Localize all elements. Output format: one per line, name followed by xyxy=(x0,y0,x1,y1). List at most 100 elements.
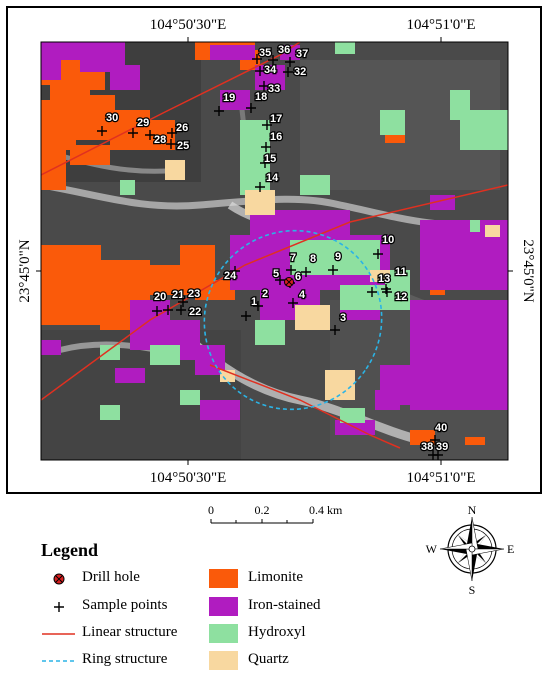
sample-point-marker xyxy=(285,57,295,67)
legend-label-limonite: Limonite xyxy=(248,569,303,585)
drill-hole-marker xyxy=(284,277,294,287)
scale-tick-0: 0 xyxy=(208,503,214,517)
sample-point-marker xyxy=(301,267,311,277)
sample-point-marker xyxy=(176,305,186,315)
sample-point-label: 39 xyxy=(436,441,448,453)
compass-e: E xyxy=(507,542,514,556)
sample-point-label: 11 xyxy=(395,266,407,278)
sample-point-label: 22 xyxy=(189,306,201,318)
coord-bottom-left: 104°50'30"E xyxy=(150,470,227,486)
sample-point-marker xyxy=(268,55,278,65)
sample-point-label: 37 xyxy=(296,48,308,60)
sample-point-marker xyxy=(286,265,296,275)
scale-tick-1: 0.2 xyxy=(255,503,270,517)
sample-point-marker xyxy=(145,130,155,140)
sample-point-marker xyxy=(433,450,443,460)
sample-point-label: 15 xyxy=(264,153,276,165)
sample-point-label: 28 xyxy=(154,134,166,146)
sample-point-marker xyxy=(97,126,107,136)
legend-quartz-swatch xyxy=(209,651,238,670)
sample-point-label: 19 xyxy=(223,92,235,104)
scale-bar: 0 0.2 0.4 km xyxy=(208,503,343,524)
sample-point-label: 23 xyxy=(188,288,200,300)
sample-point-marker xyxy=(252,54,262,64)
sample-point-label: 17 xyxy=(270,113,282,125)
sample-point-marker xyxy=(259,81,269,91)
scale-tick-2: 0.4 km xyxy=(309,503,343,517)
sample-point-label: 3 xyxy=(340,312,346,324)
sample-point-label: 18 xyxy=(255,91,267,103)
coord-top-right: 104°51'0"E xyxy=(407,17,476,33)
sample-point-label: 21 xyxy=(172,289,184,301)
coord-top-left: 104°50'30"E xyxy=(150,17,227,33)
sample-point-label: 29 xyxy=(137,117,149,129)
sample-point-marker xyxy=(330,325,340,335)
sample-point-label: 4 xyxy=(299,289,306,301)
sample-point-label: 38 xyxy=(421,441,433,453)
sample-point-marker xyxy=(260,158,270,168)
sample-point-marker xyxy=(178,297,188,307)
sample-point-marker xyxy=(262,120,272,130)
sample-point-marker xyxy=(246,103,256,113)
coord-bottom-right: 104°51'0"E xyxy=(407,470,476,486)
sample-point-marker xyxy=(152,306,162,316)
sample-point-label: 5 xyxy=(273,268,279,280)
sample-point-label: 34 xyxy=(264,64,277,76)
sample-point-label: 20 xyxy=(154,291,166,303)
sample-point-label: 32 xyxy=(294,66,306,78)
sample-point-marker xyxy=(128,128,138,138)
legend-drill-hole-icon xyxy=(53,573,65,585)
sample-point-marker xyxy=(382,287,392,297)
sample-point-label: 1 xyxy=(251,296,257,308)
sample-point-label: 9 xyxy=(335,251,341,263)
coord-right: 23°45'0"N xyxy=(520,239,536,302)
ring-structure xyxy=(203,229,383,411)
legend-plus-icon xyxy=(54,602,64,612)
sample-point-marker xyxy=(283,67,293,77)
sample-point-marker xyxy=(167,128,177,138)
sample-point-label: 25 xyxy=(177,140,189,152)
legend-symbols xyxy=(42,569,238,670)
map-border xyxy=(40,41,509,461)
sample-point-marker xyxy=(275,275,285,285)
sample-point-marker xyxy=(255,66,265,76)
legend-label-ring-structure: Ring structure xyxy=(82,651,168,667)
legend-label-iron-stained: Iron-stained xyxy=(248,597,321,613)
compass-rose: N S E W xyxy=(426,503,515,597)
sample-point-marker xyxy=(166,139,176,149)
sample-point-label: 8 xyxy=(310,253,316,265)
sample-point-marker xyxy=(255,182,265,192)
sample-point-marker xyxy=(214,106,224,116)
compass-w: W xyxy=(426,542,438,556)
sample-point-label: 6 xyxy=(295,271,301,283)
sample-point-marker xyxy=(328,265,338,275)
sample-point-label: 40 xyxy=(435,422,447,434)
sample-point-label: 33 xyxy=(268,83,280,95)
sample-point-label: 14 xyxy=(266,172,279,184)
hydroxyl-areas xyxy=(100,42,508,423)
sample-point-label: 13 xyxy=(378,273,390,285)
quartz-areas xyxy=(165,160,500,400)
sample-point-marker xyxy=(241,311,251,321)
sample-point-label: 16 xyxy=(270,131,282,143)
sample-point-marker xyxy=(253,301,263,311)
legend-title: Legend xyxy=(41,540,99,560)
legend-label-drill-hole: Drill hole xyxy=(82,569,140,585)
legend-hydroxyl-swatch xyxy=(209,624,238,643)
sample-point-marker xyxy=(230,266,240,276)
sample-point-label: 30 xyxy=(106,112,118,124)
sample-point-label: 12 xyxy=(395,291,407,303)
sample-point-label: 24 xyxy=(224,270,237,282)
sample-point-label: 26 xyxy=(176,122,188,134)
sample-point-marker xyxy=(373,249,383,259)
sample-point-label: 10 xyxy=(382,234,394,246)
sample-point-label: 35 xyxy=(259,47,271,59)
legend-iron-swatch xyxy=(209,597,238,616)
legend-limonite-swatch xyxy=(209,569,238,588)
frame-ticks xyxy=(36,37,513,465)
legend-label-sample-points: Sample points xyxy=(82,597,168,613)
legend-label-linear-structure: Linear structure xyxy=(82,624,178,640)
linear-structures xyxy=(41,42,508,449)
